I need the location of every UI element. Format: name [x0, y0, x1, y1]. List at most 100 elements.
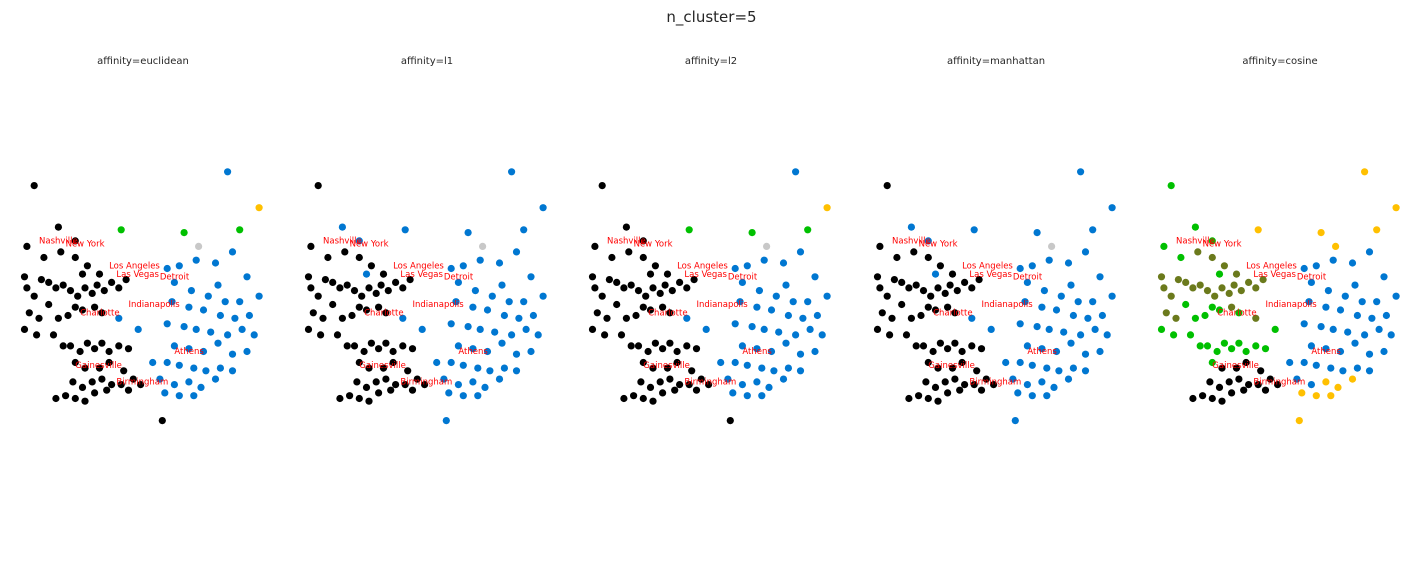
scatter-point: [25, 309, 33, 317]
scatter-point: [1245, 381, 1253, 389]
scatter-point: [661, 281, 669, 289]
scatter-point: [382, 309, 390, 317]
scatter-point: [362, 383, 371, 391]
scatter-point: [685, 226, 693, 234]
scatter-point: [71, 394, 79, 403]
scatter-point: [639, 253, 647, 262]
scatter-point: [1380, 347, 1388, 356]
scatter-point: [1023, 342, 1031, 350]
scatter-point: [1043, 364, 1051, 372]
city-label: Los Angeles: [1246, 262, 1297, 272]
scatter-point: [659, 389, 667, 397]
scatter-point: [483, 306, 492, 314]
scatter-point: [515, 314, 523, 322]
scatter-point: [1293, 375, 1301, 383]
scatter-point: [377, 281, 385, 289]
scatter-point: [98, 309, 106, 317]
scatter-point: [59, 342, 67, 350]
scatter-point: [1189, 394, 1197, 403]
scatter-point: [755, 287, 764, 295]
scatter-point: [953, 287, 961, 295]
scatter-point: [1096, 347, 1104, 356]
scatter-point: [527, 347, 535, 356]
scatter-point: [692, 345, 701, 353]
city-label: Detroit: [160, 273, 190, 283]
scatter-point: [491, 328, 499, 336]
city-label: New York: [1203, 239, 1242, 249]
scatter-point: [1235, 375, 1243, 383]
scatter-point: [970, 226, 978, 234]
scatter-point: [488, 292, 496, 300]
scatter-point: [392, 381, 400, 389]
scatter-point: [362, 306, 371, 314]
scatter-point: [343, 281, 351, 289]
scatter-point: [1196, 281, 1204, 289]
scatter-point: [1261, 386, 1270, 394]
scatter-point: [474, 392, 482, 400]
scatter-point: [753, 345, 761, 353]
city-label: Birmingham: [1253, 378, 1305, 388]
scatter-point: [924, 303, 932, 311]
scatter-point: [772, 292, 780, 300]
scatter-point: [758, 364, 766, 372]
scatter-point: [163, 264, 171, 273]
scatter-point: [951, 375, 959, 383]
city-label: Las Vegas: [116, 270, 159, 280]
scatter-point: [1191, 314, 1199, 322]
scatter-point: [605, 276, 614, 284]
scatter-point: [156, 375, 164, 383]
scatter-point: [522, 325, 530, 333]
scatter-point: [464, 229, 472, 237]
scatter-point: [975, 276, 983, 284]
scatter-point: [639, 394, 647, 403]
scatter-point: [779, 375, 788, 383]
city-label: Birmingham: [684, 378, 736, 388]
scatter-point: [454, 381, 462, 389]
scatter-point: [1194, 248, 1202, 256]
scatter-point: [919, 287, 928, 295]
scatter-point: [738, 278, 747, 286]
scatter-point: [1038, 345, 1046, 353]
city-label: Athens: [458, 347, 488, 357]
scatter-point: [454, 278, 462, 286]
scatter-point: [45, 278, 53, 286]
panel-title: affinity=l1: [401, 56, 453, 67]
scatter-point: [1108, 204, 1116, 212]
scatter-point: [1392, 204, 1400, 212]
scatter-point: [990, 381, 998, 389]
scatter-point: [956, 386, 964, 394]
scatter-point: [365, 364, 373, 372]
city-label: Las Vegas: [1253, 270, 1296, 280]
scatter-point: [1274, 381, 1282, 389]
scatter-point: [479, 242, 487, 250]
scatter-point: [122, 276, 130, 284]
scatter-point: [358, 292, 366, 300]
scatter-point: [30, 182, 38, 190]
scatter-point: [890, 276, 899, 284]
scatter-point: [598, 292, 606, 300]
scatter-point: [199, 306, 208, 314]
scatter-point: [907, 314, 916, 322]
scatter-point: [1341, 292, 1349, 300]
scatter-point: [731, 320, 739, 328]
scatter-point: [78, 270, 87, 278]
scatter-point: [529, 311, 538, 320]
scatter-point: [1259, 276, 1267, 284]
scatter-point: [1208, 358, 1216, 367]
scatter-point: [731, 264, 739, 273]
scatter-point: [1208, 237, 1216, 245]
scatter-point: [724, 375, 732, 383]
scatter-point: [387, 386, 395, 394]
scatter-point: [743, 262, 751, 270]
scatter-point: [180, 229, 188, 237]
scatter-point: [1023, 278, 1031, 286]
scatter-point: [659, 345, 667, 353]
scatter-point: [1206, 378, 1214, 386]
scatter-point: [968, 342, 976, 350]
scatter-point: [180, 323, 188, 331]
scatter-point: [731, 358, 739, 367]
scatter-point: [168, 298, 176, 306]
scatter-point: [630, 392, 638, 400]
scatter-point: [644, 347, 652, 356]
scatter-point: [1252, 284, 1260, 292]
